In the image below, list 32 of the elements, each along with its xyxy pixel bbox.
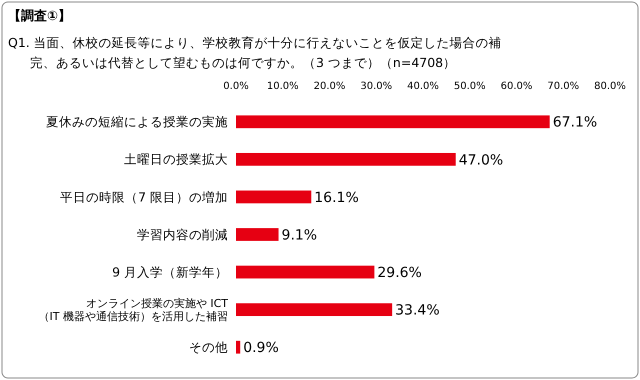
data-label: 29.6% [377, 264, 422, 281]
x-tick-label: 60.0% [500, 81, 532, 92]
x-tick-label: 40.0% [407, 81, 439, 92]
x-tick-label: 30.0% [360, 81, 392, 92]
y-tick-label: 土曜日の授業拡大 [124, 152, 228, 167]
bar [236, 303, 392, 316]
y-tick-label: 夏休みの短縮による授業の実施 [46, 114, 228, 130]
bar [236, 266, 374, 278]
y-tick-label: 9 月入学（新学年） [112, 264, 228, 280]
data-label: 0.9% [243, 340, 279, 356]
data-label: 9.1% [282, 227, 318, 244]
data-label: 33.4% [395, 302, 440, 319]
x-tick-label: 20.0% [314, 81, 346, 92]
x-tick-label: 80.0% [594, 81, 626, 92]
y-tick-label: その他 [189, 340, 228, 355]
data-label: 67.1% [552, 114, 598, 131]
x-tick-label: 0.0% [223, 81, 249, 92]
bar [236, 190, 312, 204]
y-tick-label: 平日の時限（7 限目）の増加 [60, 189, 228, 204]
x-tick-label: 10.0% [266, 81, 299, 92]
bar [236, 152, 456, 166]
x-tick-label: 70.0% [547, 81, 580, 92]
data-label: 47.0% [458, 152, 504, 168]
bar [236, 228, 279, 241]
text: 【調査①】 [8, 8, 72, 24]
y-tick-label: オンライン授業の実施や ICT （IT 機器や通信技術）を活用した補習 [38, 296, 228, 324]
bar [236, 340, 240, 354]
y-tick-label: 学習内容の削減 [137, 226, 228, 242]
x-tick-label: 50.0% [454, 81, 486, 92]
data-label: 16.1% [314, 190, 359, 206]
bar [236, 115, 550, 128]
chart-subtitle: Q1. 当面、休校の延長等により、学校教育が十分に行えないことを仮定した場合の補完、あるいは代替として望むものは何ですか。（3 つまで）（n=4708） [8, 35, 502, 70]
